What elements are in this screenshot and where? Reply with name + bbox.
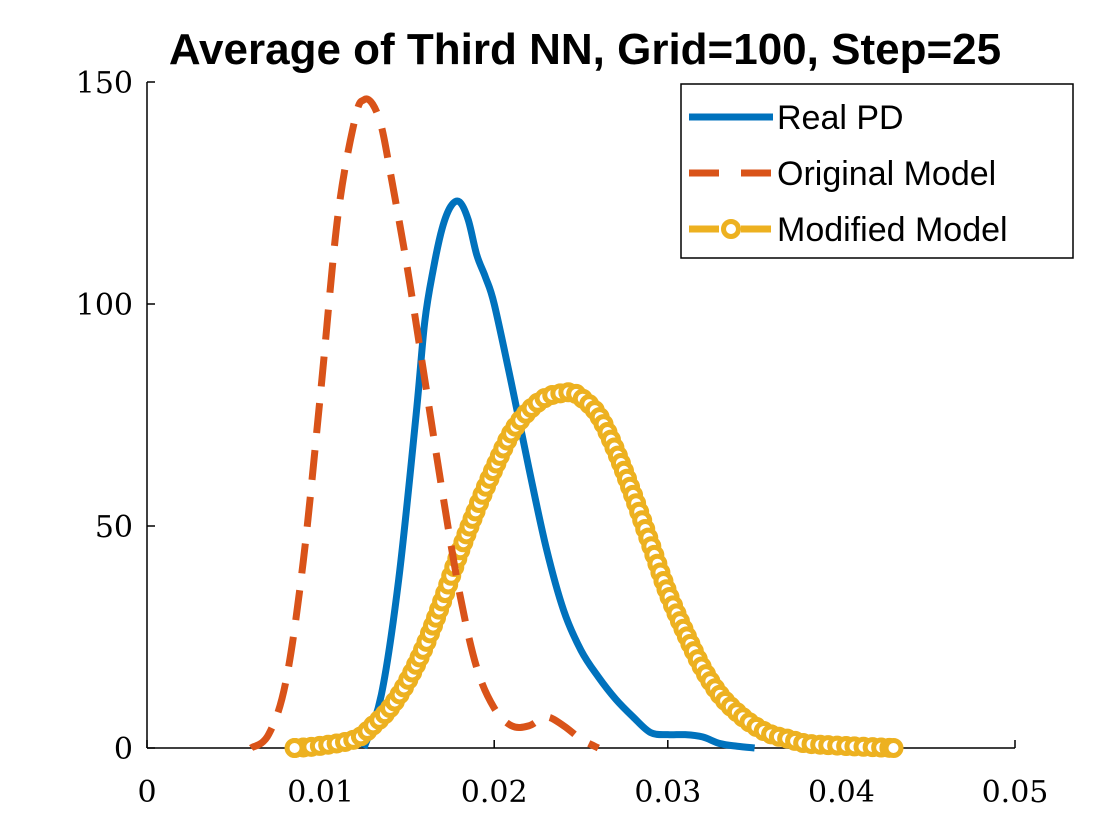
x-tick-label: 0: [137, 775, 156, 810]
y-tick-label: 50: [95, 510, 133, 545]
x-tick-label: 0.02: [461, 775, 528, 810]
data-point: [883, 738, 904, 758]
data-point: [284, 738, 305, 758]
x-tick-label: 0.03: [634, 775, 701, 810]
series-original-model: [249, 95, 600, 752]
chart-title: Average of Third NN, Grid=100, Step=25: [169, 25, 1001, 74]
series-line: [360, 197, 755, 752]
legend-item: Modified Model: [689, 211, 1008, 249]
y-tick-label: 100: [76, 288, 133, 323]
legend-label: Real PD: [777, 99, 904, 137]
x-tick-label: 0.01: [287, 775, 354, 810]
y-tick-label: 0: [114, 732, 133, 767]
series-layer: [249, 95, 904, 758]
legend-item: Real PD: [689, 99, 904, 137]
legend-marker: [721, 219, 741, 239]
series-line: [249, 95, 600, 752]
legend: Real PD Original Model Modified Model: [680, 83, 1074, 259]
legend-item: Original Model: [689, 155, 996, 193]
legend-label: Modified Model: [777, 211, 1008, 249]
x-tick-label: 0.04: [808, 775, 875, 810]
y-tick-label: 150: [76, 66, 133, 101]
x-tick-label: 0.05: [982, 775, 1049, 810]
series-real-pd: [360, 197, 755, 752]
legend-label: Original Model: [777, 155, 996, 193]
axes: 0 0.01 0.02 0.03 0.04 0.05 0 50 100 150: [76, 66, 1049, 810]
